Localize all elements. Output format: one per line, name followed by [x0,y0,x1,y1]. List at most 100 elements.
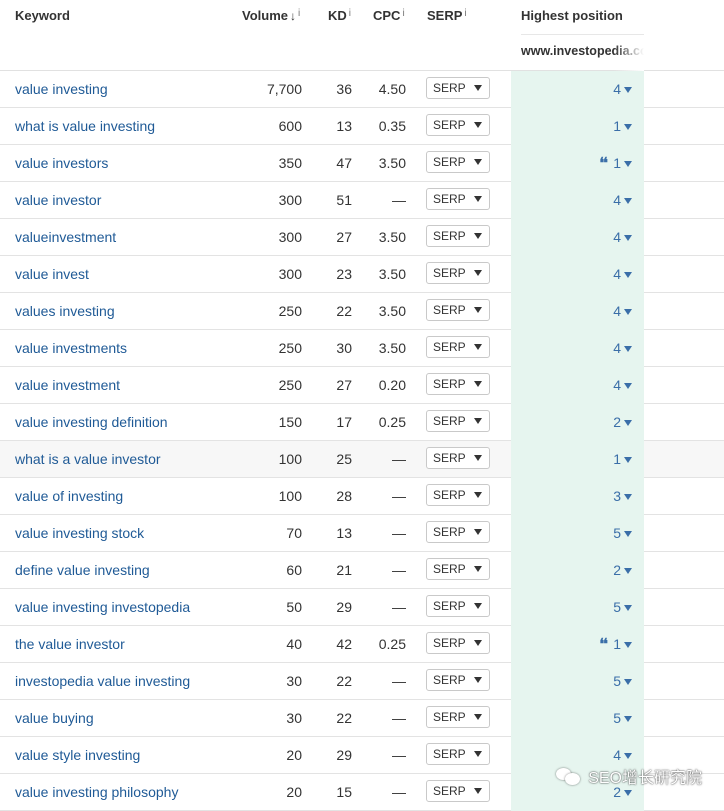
chevron-down-icon [624,87,632,93]
position-dropdown[interactable]: 5 [613,673,632,689]
cpc-value: — [392,784,406,800]
position-value: 1 [613,636,621,652]
position-dropdown[interactable]: 4 [613,747,632,763]
position-dropdown[interactable]: 2 [613,562,632,578]
position-dropdown[interactable]: 2 [613,414,632,430]
position-dropdown[interactable]: 5 [613,525,632,541]
kd-value: 15 [336,784,352,800]
keyword-link[interactable]: value investors [15,155,109,171]
position-dropdown[interactable]: 1 [613,636,632,652]
serp-dropdown-button[interactable]: SERP [426,706,490,728]
serp-dropdown-button[interactable]: SERP [426,299,490,321]
keyword-link[interactable]: investopedia value investing [15,673,191,689]
chevron-down-icon [624,568,632,574]
volume-value: 350 [278,155,302,171]
header-cpc[interactable]: CPC i [373,8,405,23]
serp-dropdown-button[interactable]: SERP [426,225,490,247]
position-dropdown[interactable]: 1 [613,451,632,467]
serp-dropdown-button[interactable]: SERP [426,262,490,284]
highest-position-cell-bg [511,71,644,108]
position-dropdown[interactable]: 3 [613,488,632,504]
info-icon[interactable]: i [348,8,352,19]
position-dropdown[interactable]: 1 [613,118,632,134]
serp-dropdown-button[interactable]: SERP [426,669,490,691]
keyword-link[interactable]: values investing [15,303,115,319]
keyword-link[interactable]: value buying [15,710,94,726]
volume-value: 20 [286,747,302,763]
position-dropdown[interactable]: 4 [613,303,632,319]
serp-dropdown-button[interactable]: SERP [426,373,490,395]
position-dropdown[interactable]: 5 [613,599,632,615]
keyword-link[interactable]: what is value investing [15,118,156,134]
position-dropdown[interactable]: 5 [613,710,632,726]
highest-position-cell-bg [511,478,644,515]
caret-down-icon [474,159,482,165]
keyword-link[interactable]: value style investing [15,747,141,763]
keyword-link[interactable]: define value investing [15,562,150,578]
serp-dropdown-button[interactable]: SERP [426,521,490,543]
cpc-value: 3.50 [378,229,406,245]
position-dropdown[interactable]: 4 [613,377,632,393]
info-icon[interactable]: i [464,8,467,19]
keyword-link[interactable]: value investing investopedia [15,599,191,615]
keyword-link[interactable]: value invest [15,266,89,282]
serp-dropdown-button[interactable]: SERP [426,114,490,136]
serp-dropdown-button[interactable]: SERP [426,188,490,210]
position-value: 3 [613,488,621,504]
table-row: value investing investopedia 50 29 — SER… [0,589,724,626]
kd-value: 51 [336,192,352,208]
keyword-link[interactable]: valueinvestment [15,229,117,245]
serp-dropdown-button[interactable]: SERP [426,336,490,358]
keyword-link[interactable]: what is a value investor [15,451,161,467]
cpc-value: 0.20 [378,377,406,393]
position-dropdown[interactable]: 2 [613,784,632,800]
serp-dropdown-button[interactable]: SERP [426,77,490,99]
serp-label: SERP [433,192,466,206]
keyword-link[interactable]: value investments [15,340,128,356]
cpc-value: — [392,673,406,689]
serp-dropdown-button[interactable]: SERP [426,558,490,580]
featured-snippet-quote-icon: ❛❛ [599,635,608,653]
serp-dropdown-button[interactable]: SERP [426,632,490,654]
caret-down-icon [474,196,482,202]
keyword-link[interactable]: value investing definition [15,414,168,430]
keyword-link[interactable]: the value investor [15,636,125,652]
position-dropdown[interactable]: 4 [613,81,632,97]
kd-value: 29 [336,599,352,615]
header-volume[interactable]: Volume ↓ i [242,8,301,23]
keyword-link[interactable]: value investment [15,377,121,393]
serp-dropdown-button[interactable]: SERP [426,484,490,506]
keyword-link[interactable]: value investor [15,192,102,208]
serp-dropdown-button[interactable]: SERP [426,780,490,802]
serp-dropdown-button[interactable]: SERP [426,447,490,469]
serp-dropdown-button[interactable]: SERP [426,410,490,432]
header-serp: SERP i [427,8,467,23]
position-dropdown[interactable]: 4 [613,266,632,282]
keyword-link[interactable]: value investing [15,81,108,97]
serp-dropdown-button[interactable]: SERP [426,743,490,765]
header-keyword[interactable]: Keyword [15,8,70,23]
keyword-link[interactable]: value of investing [15,488,124,504]
chevron-down-icon [624,605,632,611]
keyword-link[interactable]: value investing stock [15,525,145,541]
table-row: value investors 350 47 3.50 SERP ❛❛ 1 [0,145,724,182]
position-dropdown[interactable]: 4 [613,340,632,356]
serp-dropdown-button[interactable]: SERP [426,151,490,173]
info-icon[interactable]: i [402,8,405,19]
info-icon[interactable]: i [298,8,301,19]
serp-label: SERP [433,303,466,317]
cpc-value: 0.25 [378,414,406,430]
position-value: 4 [613,340,621,356]
header-kd[interactable]: KD i [328,8,352,23]
position-dropdown[interactable]: 1 [613,155,632,171]
cpc-value: 3.50 [378,155,406,171]
position-dropdown[interactable]: 4 [613,229,632,245]
caret-down-icon [474,122,482,128]
caret-down-icon [474,640,482,646]
position-dropdown[interactable]: 4 [613,192,632,208]
serp-dropdown-button[interactable]: SERP [426,595,490,617]
caret-down-icon [474,455,482,461]
position-value: 1 [613,118,621,134]
keyword-link[interactable]: value investing philosophy [15,784,179,800]
